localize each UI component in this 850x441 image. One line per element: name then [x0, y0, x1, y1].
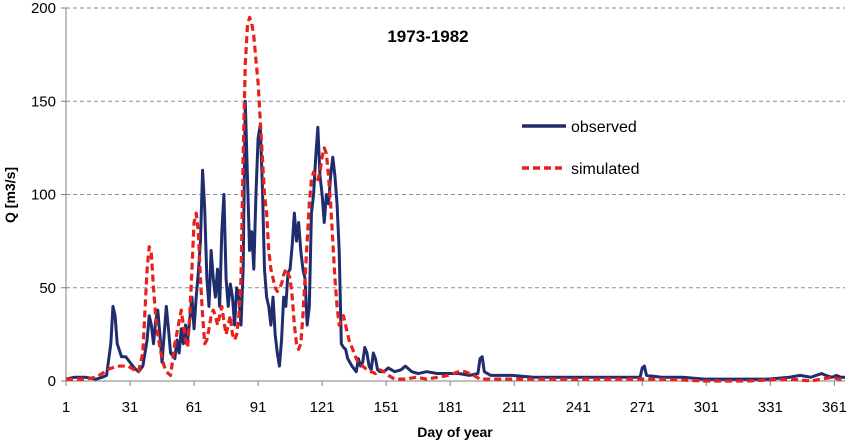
x-tick-labels: 1 31 61 91 121 151 181 211 241 271 301 331 361: [62, 399, 847, 416]
x-tick-label-91: 91: [250, 399, 267, 416]
y-axis-title: Q [m3/s]: [2, 167, 18, 223]
x-tick-label-121: 121: [310, 399, 335, 416]
y-tick-label-200: 200: [31, 0, 56, 17]
x-tick-label-151: 151: [374, 399, 399, 416]
legend-simulated-label: simulated: [571, 161, 639, 178]
y-tick-labels: 0 50 100 150 200: [31, 0, 56, 390]
x-axis-title: Day of year: [417, 424, 493, 440]
series-lines: [65, 15, 845, 383]
legend: observed simulated: [522, 119, 639, 178]
y-tick-label-0: 0: [48, 373, 56, 390]
x-tick-label-211: 211: [502, 399, 526, 416]
y-tick-label-100: 100: [31, 187, 56, 204]
gridlines: [66, 7, 845, 289]
y-tick-label-150: 150: [31, 93, 56, 110]
x-tick-label-361: 361: [822, 399, 847, 416]
x-tick-label-271: 271: [630, 399, 655, 416]
y-tick-label-50: 50: [39, 280, 56, 297]
x-tick-label-331: 331: [758, 399, 783, 416]
x-tick-label-241: 241: [566, 399, 591, 416]
chart-title: 1973-1982: [387, 27, 468, 46]
series-line-observed: [65, 99, 845, 381]
x-tick-label-61: 61: [186, 399, 203, 416]
x-tick-label-31: 31: [122, 399, 139, 416]
legend-observed-label: observed: [571, 119, 637, 136]
x-tick-label-301: 301: [694, 399, 719, 416]
axes: [61, 7, 845, 386]
x-tick-label-1: 1: [62, 399, 70, 416]
x-tick-label-181: 181: [438, 399, 463, 416]
series-line-simulated: [66, 15, 845, 383]
